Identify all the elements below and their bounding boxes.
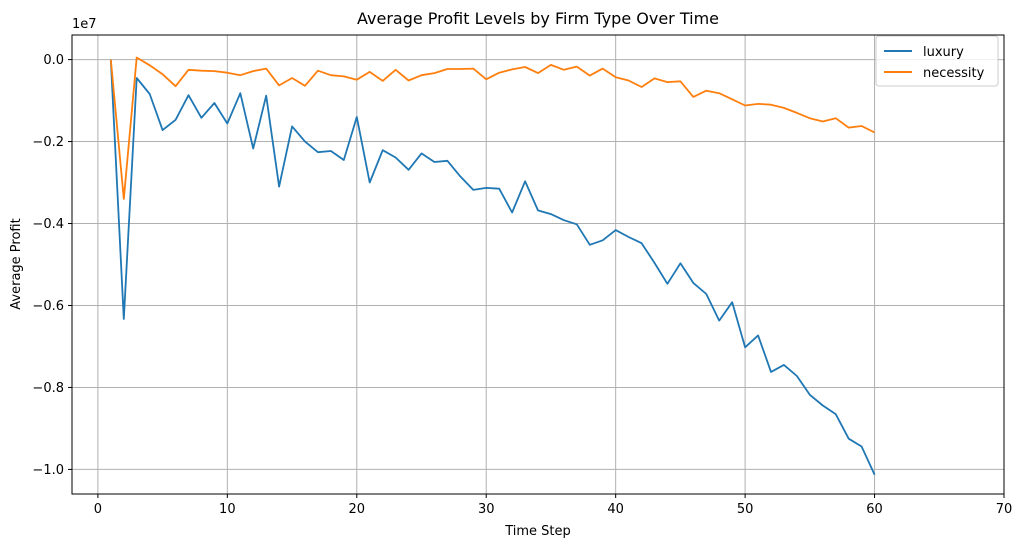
legend-box — [875, 35, 999, 87]
x-tick-label: 30 — [478, 502, 495, 517]
series-line-necessity — [109, 56, 876, 200]
x-tick-label: 70 — [996, 502, 1013, 517]
series-line-luxury — [109, 59, 876, 476]
x-axis: 0 10 20 30 40 50 60 70 — [94, 494, 1013, 517]
legend: luxury necessity — [875, 35, 999, 87]
y-tick-label: −0.4 — [32, 217, 64, 232]
legend-label-necessity: necessity — [923, 66, 985, 81]
y-axis: 0.0 −0.2 −0.4 −0.6 −0.8 −1.0 — [32, 53, 72, 478]
x-tick-label: 40 — [607, 502, 624, 517]
y-axis-label: Average Profit — [9, 218, 24, 309]
y-tick-label: 0.0 — [43, 53, 64, 68]
x-tick-label: 60 — [866, 502, 883, 517]
y-tick-label: −0.6 — [32, 299, 64, 314]
y-tick-label: −0.2 — [32, 135, 64, 150]
plot-border — [71, 34, 1005, 495]
x-tick-label: 50 — [737, 502, 754, 517]
y-scale-offset-label: 1e7 — [72, 17, 97, 32]
x-tick-label: 10 — [219, 502, 236, 517]
series-lines — [109, 56, 876, 476]
plot-frame — [71, 34, 1005, 495]
grid — [72, 35, 1005, 494]
y-tick-label: −1.0 — [32, 463, 64, 478]
y-tick-label: −0.8 — [32, 381, 64, 396]
chart-title: Average Profit Levels by Firm Type Over … — [357, 9, 719, 28]
legend-label-luxury: luxury — [923, 45, 964, 60]
x-axis-label: Time Step — [504, 524, 571, 539]
x-tick-label: 20 — [349, 502, 366, 517]
x-tick-label: 0 — [94, 502, 102, 517]
